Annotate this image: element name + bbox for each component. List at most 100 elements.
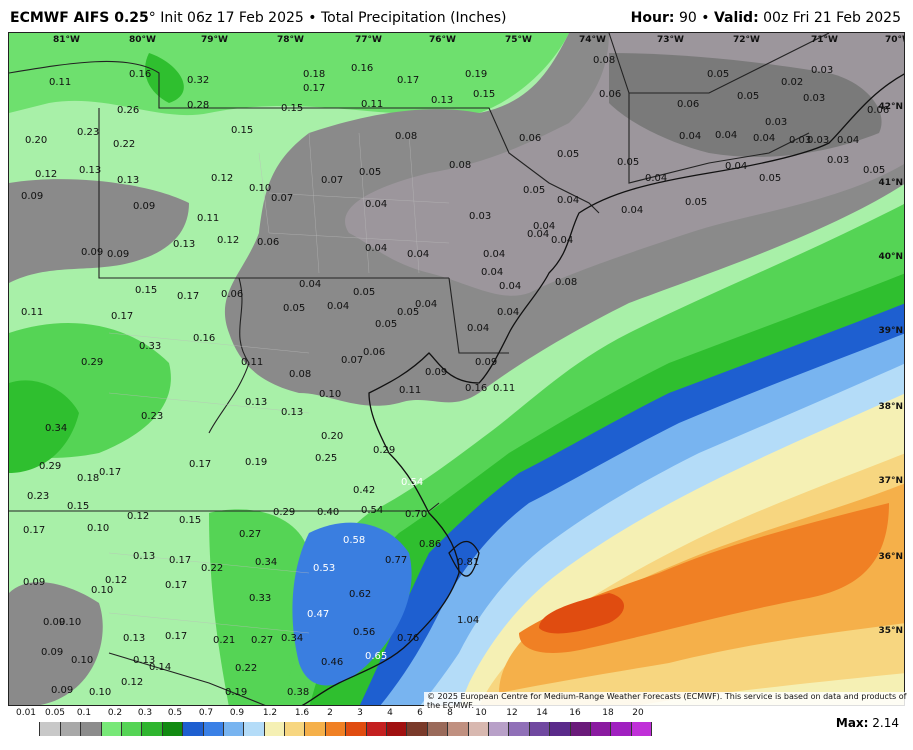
max-value: Max: 2.14 [836, 716, 899, 730]
precip-value: 0.27 [251, 635, 273, 646]
colorbar-label: 3 [357, 708, 363, 718]
precip-value: 0.23 [27, 491, 49, 502]
precip-value: 0.11 [493, 383, 515, 394]
colorbar-label: 0.3 [137, 708, 153, 718]
colorbar-swatch [101, 722, 122, 736]
precip-value: 0.29 [373, 445, 395, 456]
colorbar-label: 0.1 [76, 708, 92, 718]
precip-value: 0.04 [725, 161, 747, 172]
precip-value: 0.33 [249, 593, 271, 604]
precip-value: 0.05 [617, 157, 639, 168]
colorbar-swatch [346, 722, 367, 736]
precip-value: 0.10 [91, 585, 113, 596]
precip-value: 0.22 [235, 663, 257, 674]
colorbar-swatch [611, 722, 632, 736]
precip-value: 0.20 [25, 135, 47, 146]
precip-value: 0.16 [193, 333, 215, 344]
precip-value: 0.04 [499, 281, 521, 292]
colorbar-label: 1.6 [294, 708, 310, 718]
precip-value: 0.23 [77, 127, 99, 138]
green-band-carolina [209, 509, 309, 705]
lat-label: 35°N [878, 626, 903, 636]
precip-value: 0.34 [255, 557, 277, 568]
precip-value: 0.11 [361, 99, 383, 110]
colorbar-label: 0.5 [167, 708, 183, 718]
precip-value: 0.05 [353, 287, 375, 298]
precip-value: 0.17 [169, 555, 191, 566]
precip-value: 0.77 [385, 555, 407, 566]
map-title: ECMWF AIFS 0.25° Init 06z 17 Feb 2025 • … [10, 10, 506, 26]
precip-value: 0.47 [307, 609, 329, 620]
lon-label: 72°W [733, 35, 760, 45]
lon-label: 80°W [129, 35, 156, 45]
precip-value: 0.03 [807, 135, 829, 146]
precip-value: 0.05 [375, 319, 397, 330]
precip-value: 0.70 [405, 509, 427, 520]
precip-value: 0.03 [811, 65, 833, 76]
colorbar-swatch [20, 722, 41, 736]
colorbar-swatch [387, 722, 408, 736]
precip-value: 0.09 [21, 191, 43, 202]
precip-value: 0.42 [353, 485, 375, 496]
precip-value: 0.04 [365, 199, 387, 210]
precip-value: 0.04 [753, 133, 775, 144]
precip-value: 0.10 [249, 183, 271, 194]
precip-value: 0.06 [599, 89, 621, 100]
red-core [539, 593, 624, 634]
precip-value: 0.10 [71, 655, 93, 666]
precip-value: 0.17 [189, 459, 211, 470]
precip-value: 0.58 [343, 535, 365, 546]
valid-info: Hour: 90 • Valid: 00z Fri 21 Feb 2025 [631, 10, 901, 26]
colorbar-swatch [550, 722, 571, 736]
colorbar-swatch [40, 722, 61, 736]
precip-value: 0.19 [225, 687, 247, 698]
precip-value: 0.13 [173, 239, 195, 250]
precip-value: 0.15 [231, 125, 253, 136]
precip-value: 0.04 [533, 221, 555, 232]
precip-value: 0.46 [321, 657, 343, 668]
precip-value: 0.03 [803, 93, 825, 104]
precip-value: 0.06 [519, 133, 541, 144]
lat-label: 36°N [878, 552, 903, 562]
colorbar-swatch [427, 722, 449, 736]
precip-value: 0.11 [49, 77, 71, 88]
lat-label: 39°N [878, 326, 903, 336]
outer-banks [448, 540, 480, 577]
precip-value: 0.13 [123, 633, 145, 644]
colorbar-label: 10 [475, 708, 487, 718]
precip-value: 0.04 [299, 279, 321, 290]
title-bullet: • [308, 10, 317, 26]
valid-label: Valid: [713, 10, 759, 26]
colorbar-swatch [305, 722, 326, 736]
colorbar-label: 20 [632, 708, 644, 718]
precip-value: 0.17 [111, 311, 133, 322]
precip-value: 0.10 [59, 617, 81, 628]
precip-value: 0.05 [707, 69, 729, 80]
colorbar-swatch [590, 722, 612, 736]
precip-value: 0.38 [287, 687, 309, 698]
precip-value: 0.09 [81, 247, 103, 258]
precip-value: 0.11 [197, 213, 219, 224]
precip-value: 0.17 [165, 631, 187, 642]
precip-value: 0.05 [359, 167, 381, 178]
precip-value: 0.09 [43, 617, 65, 628]
precip-value: 0.18 [77, 473, 99, 484]
precip-value: 0.04 [407, 249, 429, 260]
init-time: Init 06z 17 Feb 2025 [160, 10, 304, 26]
colorbar-swatch [407, 722, 428, 736]
precip-value: 0.07 [321, 175, 343, 186]
precip-value: 0.12 [127, 511, 149, 522]
precip-value: 0.03 [789, 135, 811, 146]
precip-value: 0.27 [239, 529, 261, 540]
precip-value: 0.05 [737, 91, 759, 102]
precip-value: 0.40 [317, 507, 339, 518]
precip-value: 0.10 [319, 389, 341, 400]
precip-value: 0.34 [281, 633, 303, 644]
precip-value: 0.04 [621, 205, 643, 216]
precip-value: 0.13 [431, 95, 453, 106]
degree-symbol: ° [148, 10, 156, 26]
precip-value: 0.15 [179, 515, 201, 526]
precip-value: 0.09 [425, 367, 447, 378]
precip-value: 0.29 [81, 357, 103, 368]
county-lines [108, 132, 450, 634]
